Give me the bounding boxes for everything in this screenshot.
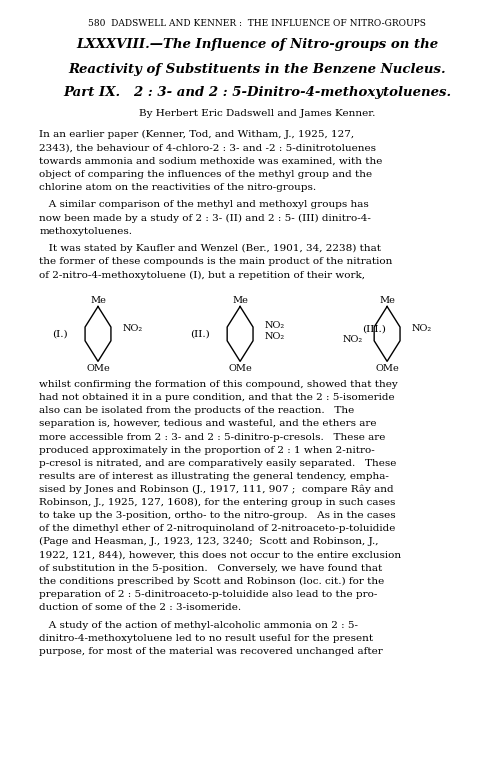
Text: dinitro-4-methoxytoluene led to no result useful for the present: dinitro-4-methoxytoluene led to no resul…: [39, 634, 374, 642]
Text: the conditions prescribed by Scott and Robinson (loc. cit.) for the: the conditions prescribed by Scott and R…: [39, 577, 385, 586]
Text: had not obtained it in a pure condition, and that the 2 : 5-isomeride: had not obtained it in a pure condition,…: [39, 393, 395, 402]
Text: duction of some of the 2 : 3-isomeride.: duction of some of the 2 : 3-isomeride.: [39, 603, 241, 612]
Text: A similar comparison of the methyl and methoxyl groups has: A similar comparison of the methyl and m…: [39, 200, 369, 210]
Text: By Herbert Eric Dadswell and James Kenner.: By Herbert Eric Dadswell and James Kenne…: [139, 109, 376, 118]
Text: of the dimethyl ether of 2-nitroquinoland of 2-nitroaceto-p-toluidide: of the dimethyl ether of 2-nitroquinolan…: [39, 524, 396, 533]
Text: preparation of 2 : 5-dinitroaceto-p-toluidide also lead to the pro-: preparation of 2 : 5-dinitroaceto-p-tolu…: [39, 590, 378, 599]
Text: the former of these compounds is the main product of the nitration: the former of these compounds is the mai…: [39, 258, 393, 267]
Text: (II.): (II.): [190, 329, 210, 338]
Text: NO₂: NO₂: [265, 322, 285, 331]
Text: whilst confirming the formation of this compound, showed that they: whilst confirming the formation of this …: [39, 380, 398, 389]
Text: OMe: OMe: [86, 364, 110, 373]
Text: to take up the 3-position, ortho- to the nitro-group.   As in the cases: to take up the 3-position, ortho- to the…: [39, 511, 396, 520]
Text: more accessible from 2 : 3- and 2 : 5-dinitro-p-cresols.   These are: more accessible from 2 : 3- and 2 : 5-di…: [39, 433, 386, 441]
Text: 2343), the behaviour of 4-chloro-2 : 3- and -2 : 5-dinitrotoluenes: 2343), the behaviour of 4-chloro-2 : 3- …: [39, 143, 376, 152]
Text: p-cresol is nitrated, and are comparatively easily separated.   These: p-cresol is nitrated, and are comparativ…: [39, 459, 397, 468]
Text: Me: Me: [90, 296, 106, 305]
Text: OMe: OMe: [228, 364, 252, 373]
Text: Robinson, J., 1925, 127, 1608), for the entering group in such cases: Robinson, J., 1925, 127, 1608), for the …: [39, 498, 396, 507]
Text: Me: Me: [379, 296, 395, 305]
Text: also can be isolated from the products of the reaction.   The: also can be isolated from the products o…: [39, 406, 354, 415]
Text: now been made by a study of 2 : 3- (II) and 2 : 5- (III) dinitro-4-: now been made by a study of 2 : 3- (II) …: [39, 213, 371, 223]
Text: purpose, for most of the material was recovered unchanged after: purpose, for most of the material was re…: [39, 647, 383, 656]
Text: (I.): (I.): [52, 329, 68, 338]
Text: NO₂: NO₂: [412, 324, 432, 333]
Text: (Page and Heasman, J., 1923, 123, 3240;  Scott and Robinson, J.,: (Page and Heasman, J., 1923, 123, 3240; …: [39, 537, 378, 546]
Text: results are of interest as illustrating the general tendency, empha-: results are of interest as illustrating …: [39, 472, 389, 481]
Text: NO₂: NO₂: [122, 324, 143, 333]
Text: towards ammonia and sodium methoxide was examined, with the: towards ammonia and sodium methoxide was…: [39, 156, 382, 165]
Text: of 2-nitro-4-methoxytoluene (I), but a repetition of their work,: of 2-nitro-4-methoxytoluene (I), but a r…: [39, 271, 365, 280]
Text: object of comparing the influences of the methyl group and the: object of comparing the influences of th…: [39, 170, 372, 178]
Text: produced approximately in the proportion of 2 : 1 when 2-nitro-: produced approximately in the proportion…: [39, 446, 375, 455]
Text: NO₂: NO₂: [342, 335, 362, 344]
Text: Reactivity of Substituents in the Benzene Nucleus.: Reactivity of Substituents in the Benzen…: [68, 63, 446, 76]
Text: In an earlier paper (Kenner, Tod, and Witham, J., 1925, 127,: In an earlier paper (Kenner, Tod, and Wi…: [39, 130, 354, 139]
Text: separation is, however, tedious and wasteful, and the ethers are: separation is, however, tedious and wast…: [39, 419, 376, 428]
Text: A study of the action of methyl-alcoholic ammonia on 2 : 5-: A study of the action of methyl-alcoholi…: [39, 620, 358, 629]
Text: 1922, 121, 844), however, this does not occur to the entire exclusion: 1922, 121, 844), however, this does not …: [39, 550, 402, 559]
Text: LXXXVIII.—The Influence of Nitro-groups on the: LXXXVIII.—The Influence of Nitro-groups …: [76, 38, 438, 51]
Text: NO₂: NO₂: [265, 332, 285, 341]
Text: methoxytoluenes.: methoxytoluenes.: [39, 226, 132, 235]
Text: (III.): (III.): [362, 325, 386, 334]
Text: Me: Me: [232, 296, 248, 305]
Text: OMe: OMe: [375, 364, 399, 373]
Text: sised by Jones and Robinson (J., 1917, 111, 907 ;  compare Rây and: sised by Jones and Robinson (J., 1917, 1…: [39, 485, 394, 495]
Text: Part IX.   2 : 3- and 2 : 5-Dinitro-4-methoxytoluenes.: Part IX. 2 : 3- and 2 : 5-Dinitro-4-meth…: [63, 86, 452, 99]
Text: It was stated by Kaufler and Wenzel (Ber., 1901, 34, 2238) that: It was stated by Kaufler and Wenzel (Ber…: [39, 245, 381, 254]
Text: of substitution in the 5-position.   Conversely, we have found that: of substitution in the 5-position. Conve…: [39, 564, 382, 572]
Text: chlorine atom on the reactivities of the nitro-groups.: chlorine atom on the reactivities of the…: [39, 183, 316, 192]
Text: 580  DADSWELL AND KENNER :  THE INFLUENCE OF NITRO-GROUPS: 580 DADSWELL AND KENNER : THE INFLUENCE …: [88, 19, 426, 28]
